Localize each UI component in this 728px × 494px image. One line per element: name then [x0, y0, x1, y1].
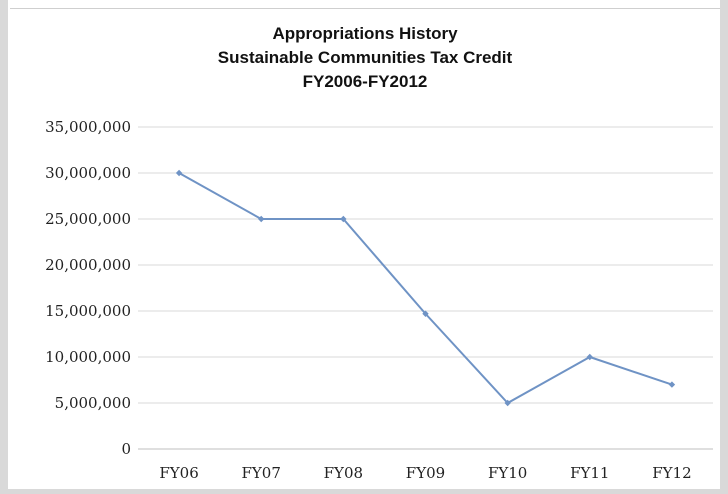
- plot-container: 0 5,000,000 10,000,000 15,000,000 20,000,000…: [0, 104, 728, 489]
- y-tick-label: 10,000,000: [45, 348, 131, 366]
- x-tick-label: FY09: [406, 464, 445, 482]
- y-tick-label: 15,000,000: [45, 302, 131, 320]
- series-line: [178, 172, 673, 405]
- x-tick-label: FY10: [488, 464, 527, 482]
- data-point: [258, 215, 265, 223]
- x-tick-label: FY12: [652, 464, 691, 482]
- chart-subtitle: Sustainable Communities Tax Credit: [217, 48, 513, 67]
- chart-title: Appropriations History: [272, 24, 458, 43]
- y-tick-label: 0: [121, 440, 131, 458]
- data-point: [422, 310, 429, 317]
- y-tick-label: 5,000,000: [55, 394, 131, 412]
- x-tick-label: FY08: [324, 464, 363, 482]
- x-tick-label: FY07: [242, 464, 281, 482]
- x-tick-label: FY11: [570, 464, 609, 482]
- x-tick-label: FY06: [159, 464, 198, 482]
- y-tick-label: 25,000,000: [45, 210, 131, 228]
- chart-period: FY2006-FY2012: [302, 72, 428, 91]
- y-tick-label: 35,000,000: [45, 118, 131, 136]
- line-chart: 0 5,000,000 10,000,000 15,000,000 20,000,000…: [45, 118, 713, 482]
- y-tick-label: 30,000,000: [45, 164, 131, 182]
- data-point: [175, 169, 183, 177]
- y-tick-label: 20,000,000: [45, 256, 131, 274]
- chart-title-block: Appropriations History Sustainable Commu…: [10, 8, 720, 105]
- data-point: [586, 353, 593, 361]
- data-point: [504, 399, 511, 407]
- data-point: [668, 381, 676, 388]
